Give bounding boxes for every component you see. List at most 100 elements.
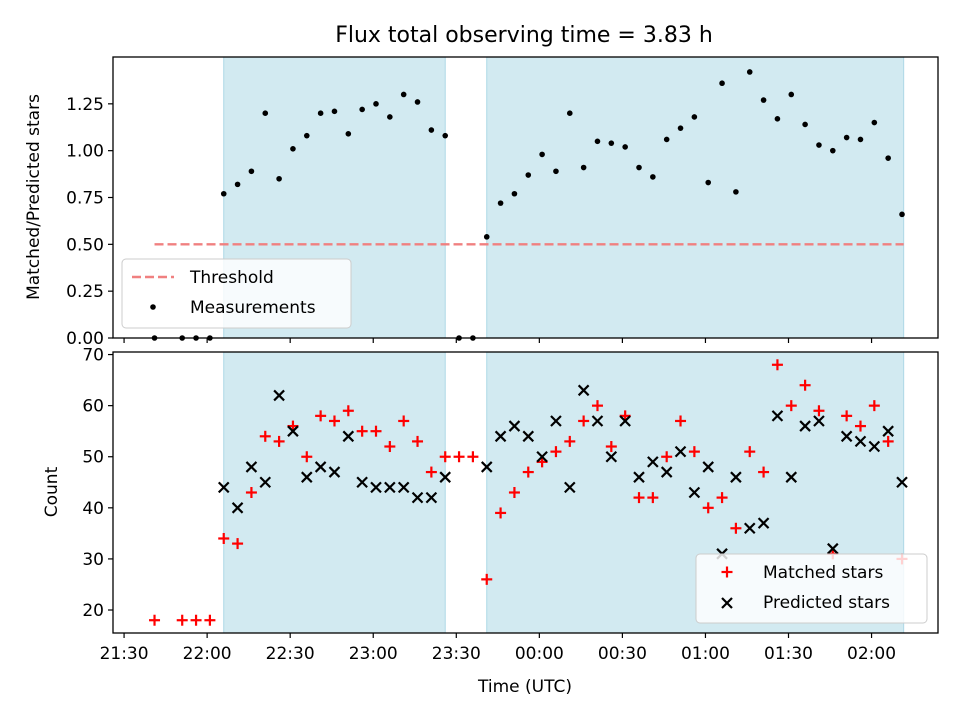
predicted-point: [342, 430, 355, 443]
measurement-point: [345, 131, 352, 137]
matched-point: [190, 614, 202, 626]
measurement-point: [774, 116, 781, 122]
predicted-point-b: [439, 471, 451, 483]
x-tick-label: 00:00: [515, 644, 564, 664]
measurement-point: [276, 175, 282, 182]
predicted-point: [480, 461, 493, 473]
measurement-point: [746, 69, 753, 75]
measurement-point: [400, 91, 407, 98]
top-shaded-spans: [223, 56, 905, 339]
predicted-point-b: [688, 486, 701, 499]
chart-title: Flux total observing time = 3.83 h: [335, 23, 713, 48]
matched-point: [439, 451, 451, 463]
measurement-point: [262, 110, 269, 116]
bottom-plot-frame: [112, 351, 939, 634]
predicted-point: [896, 476, 908, 489]
predicted-point-b: [840, 430, 853, 443]
matched-point: [232, 538, 244, 550]
shaded-span-0: [223, 351, 446, 634]
matched-point: [771, 359, 783, 371]
predicted-point: [494, 430, 507, 443]
y-tick-label: 0.25: [66, 282, 104, 302]
predicted-point: [660, 466, 673, 478]
y-tick-label: 30: [82, 550, 104, 570]
predicted-point: [425, 491, 438, 504]
x-tick-label: 22:30: [266, 644, 315, 664]
y-tick-label: 0.50: [66, 235, 104, 255]
predicted-point: [688, 486, 701, 499]
predicted-point: [411, 491, 424, 504]
predicted-point: [384, 481, 396, 494]
predicted-point: [314, 461, 327, 473]
matched-point: [675, 415, 687, 427]
matched-point: [467, 451, 479, 463]
measurement-point: [733, 189, 739, 195]
matched-point: [356, 425, 368, 437]
predicted-point: [840, 430, 853, 443]
predicted-point: [564, 481, 576, 494]
predicted-point: [439, 471, 451, 483]
predicted-point-b: [605, 450, 618, 463]
legend-predicted-label: Predicted stars: [763, 593, 890, 613]
matched-point: [868, 400, 880, 412]
measurement-point: [359, 106, 365, 113]
predicted-point: [647, 456, 659, 468]
matched-point: [508, 487, 520, 498]
predicted-point-b: [287, 425, 299, 437]
matched-point: [245, 487, 257, 498]
predicted-point-b: [522, 430, 535, 443]
matched-point: [841, 410, 853, 422]
measurement-point: [317, 110, 324, 116]
matched-point: [328, 415, 340, 427]
measurement-point: [719, 80, 725, 87]
legend-x-b: [721, 597, 733, 609]
predicted-point-b: [785, 471, 798, 483]
predicted-point: [287, 425, 299, 437]
shaded-span-1: [486, 56, 905, 339]
measurement-point: [290, 145, 296, 152]
matched-point: [785, 400, 797, 412]
matched-point: [758, 466, 770, 478]
predicted-point: [508, 420, 521, 432]
predicted-point-b: [577, 384, 590, 397]
predicted-point: [356, 476, 368, 489]
predicted-point-b: [702, 461, 714, 473]
predicted-point: [785, 471, 798, 483]
measurement-point: [428, 127, 435, 133]
measurement-point: [636, 164, 642, 171]
legend-matched-label: Matched stars: [763, 563, 883, 583]
predicted-point-b: [647, 456, 659, 468]
matched-point: [633, 492, 645, 504]
predicted-point-b: [328, 466, 341, 478]
predicted-point: [674, 445, 687, 458]
matched-point: [813, 405, 825, 417]
measurement-point: [525, 172, 532, 178]
predicted-point: [328, 466, 341, 478]
predicted-point: [619, 415, 631, 427]
matched-point: [661, 451, 673, 463]
matched-point: [481, 573, 493, 585]
bottom-y-axis: 20 30 40 50 60 70: [82, 346, 113, 621]
matched-point: [605, 441, 617, 453]
predicted-point-b: [730, 471, 742, 483]
measurement-point: [899, 211, 905, 218]
predicted-point: [633, 471, 645, 483]
x-tick-label: 00:30: [598, 644, 647, 664]
matched-point: [578, 415, 590, 427]
measurement-point: [705, 179, 712, 186]
measurement-point: [414, 99, 421, 105]
matched-point: [273, 435, 285, 447]
predicted-point-b: [619, 415, 631, 427]
matched-point: [149, 614, 161, 626]
measurement-point: [816, 142, 822, 148]
predicted-point-b: [356, 476, 368, 489]
predicted-point: [370, 481, 382, 494]
measurement-point: [331, 108, 338, 115]
predicted-point-b: [508, 420, 521, 432]
predicted-point-b: [245, 461, 258, 473]
predicted-point: [702, 461, 714, 473]
predicted-point: [245, 461, 258, 473]
y-tick-label: 50: [82, 448, 104, 468]
measurement-point: [234, 181, 241, 188]
